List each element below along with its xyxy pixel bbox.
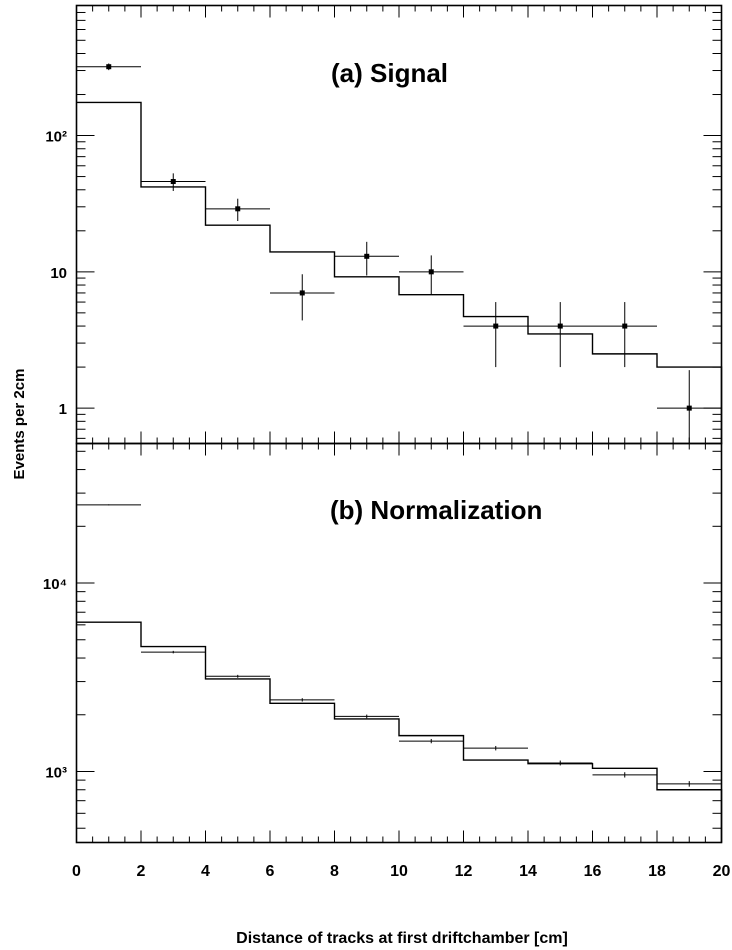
signal-panel: 1 10 10² (a) Signal [45, 4, 723, 445]
x-tick-label: 14 [519, 863, 537, 880]
data-point [657, 370, 722, 444]
data-point [592, 772, 657, 778]
data-point [399, 255, 464, 295]
marker [235, 206, 241, 212]
data-point [76, 504, 141, 506]
y-tick-label: 10⁴ [43, 576, 67, 593]
x-tick-label: 4 [201, 863, 210, 880]
x-tick-label: 0 [72, 863, 81, 880]
data-point [463, 302, 528, 368]
marker [170, 179, 176, 185]
x-tick-label: 16 [584, 863, 602, 880]
data-point [141, 650, 206, 654]
marker [686, 405, 692, 411]
x-tick-label: 8 [330, 863, 339, 880]
data-point [657, 781, 722, 787]
x-tick-label: 2 [137, 863, 146, 880]
signal-panel-title: (a) Signal [331, 58, 448, 88]
data-point [592, 302, 657, 368]
x-tick-label: 12 [455, 863, 473, 880]
marker [557, 323, 563, 329]
normalization-panel: 10³ 10⁴ (b) Normalization [43, 442, 723, 844]
y-tick-label: 10² [45, 129, 67, 146]
marker [299, 290, 305, 296]
data-point [528, 302, 593, 368]
x-tick-label: 18 [648, 863, 666, 880]
data-point [270, 274, 335, 321]
marker [428, 269, 434, 275]
x-tick-label: 10 [390, 863, 408, 880]
normalization-histogram [76, 621, 723, 843]
data-point [399, 738, 464, 744]
data-point [528, 760, 593, 766]
signal-histogram [76, 101, 723, 444]
normalization-panel-title: (b) Normalization [330, 495, 542, 525]
data-point [76, 63, 141, 71]
data-point [205, 674, 270, 678]
x-tick-label: 20 [713, 863, 731, 880]
signal-data-points [76, 63, 722, 444]
data-point [205, 198, 270, 222]
y-tick-label: 1 [59, 401, 67, 418]
marker [493, 323, 499, 329]
y-tick-label: 10 [50, 265, 67, 282]
marker [106, 64, 112, 70]
y-tick-label: 10³ [45, 764, 67, 781]
y-axis-label: Events per 2cm [11, 369, 28, 480]
data-point [270, 698, 335, 702]
data-point [334, 241, 399, 276]
normalization-data-points [76, 504, 722, 787]
x-axis: 0 2 4 6 8 10 12 14 16 18 20 [72, 863, 730, 880]
data-point [463, 745, 528, 751]
data-point [334, 714, 399, 719]
x-axis-label: Distance of tracks at first driftchamber… [236, 930, 568, 947]
data-point [141, 173, 206, 191]
x-tick-label: 6 [266, 863, 275, 880]
marker [622, 323, 628, 329]
marker [364, 253, 370, 259]
